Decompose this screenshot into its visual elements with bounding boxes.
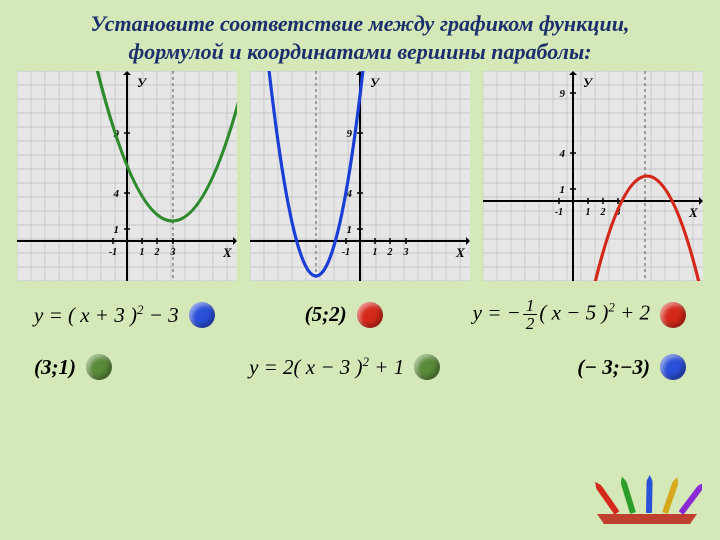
chart-1: ХУ941-1123: [17, 71, 237, 281]
svg-text:3: 3: [169, 247, 175, 258]
svg-text:1: 1: [586, 207, 591, 218]
svg-text:1: 1: [560, 184, 566, 196]
charts-row: ХУ941-1123 ХУ941-1123 ХУ941-1123: [0, 71, 720, 281]
formula-expression: y = 2( x − 3 )2 + 1: [249, 354, 404, 380]
formula-expression: y = ( x + 3 )2 − 3: [34, 302, 179, 328]
svg-text:Х: Х: [222, 245, 232, 260]
formula-item: y = 2( x − 3 )2 + 1: [249, 354, 440, 380]
svg-text:1: 1: [346, 224, 352, 236]
svg-text:-1: -1: [555, 207, 563, 218]
svg-text:2: 2: [386, 247, 392, 258]
formula-item: y = ( x + 3 )2 − 3: [34, 302, 215, 328]
svg-text:У: У: [370, 75, 381, 90]
svg-text:1: 1: [372, 247, 377, 258]
title-line-2: формулой и координатами вершины параболы…: [20, 38, 700, 66]
formula-item: (3;1): [34, 354, 112, 380]
crayons-svg: [592, 469, 702, 529]
chart-3: ХУ941-1123: [483, 71, 703, 281]
formula-expression: (− 3;−3): [577, 355, 650, 380]
formula-row-2: (3;1) y = 2( x − 3 )2 + 1 (− 3;−3): [20, 354, 700, 380]
match-dot-blue[interactable]: [660, 354, 686, 380]
svg-text:2: 2: [600, 207, 606, 218]
match-dot-green[interactable]: [414, 354, 440, 380]
formula-item: (− 3;−3): [577, 354, 686, 380]
svg-text:9: 9: [346, 128, 352, 140]
chart-2: ХУ941-1123: [250, 71, 470, 281]
svg-text:Х: Х: [688, 205, 698, 220]
title-line-1: Установите соответствие между графиком ф…: [20, 10, 700, 38]
svg-text:-1: -1: [108, 247, 116, 258]
match-dot-blue[interactable]: [189, 302, 215, 328]
crayons-decoration: [592, 469, 702, 534]
formula-row-1: y = ( x + 3 )2 − 3 (5;2) y = −12( x − 5 )2…: [20, 297, 700, 332]
svg-text:-1: -1: [342, 247, 350, 258]
match-dot-red[interactable]: [660, 302, 686, 328]
svg-text:4: 4: [112, 188, 119, 200]
formula-expression: y = −12( x − 5 )2 + 2: [473, 297, 650, 332]
svg-text:У: У: [583, 75, 594, 90]
svg-text:1: 1: [139, 247, 144, 258]
chart-3-svg: ХУ941-1123: [483, 71, 703, 281]
svg-text:Х: Х: [455, 245, 465, 260]
formula-item: y = −12( x − 5 )2 + 2: [473, 297, 686, 332]
formulas-area: y = ( x + 3 )2 − 3 (5;2) y = −12( x − 5 )2…: [0, 281, 720, 380]
svg-text:3: 3: [402, 247, 408, 258]
page-title: Установите соответствие между графиком ф…: [0, 0, 720, 71]
formula-expression: (5;2): [305, 302, 347, 327]
chart-2-svg: ХУ941-1123: [250, 71, 470, 281]
formula-expression: (3;1): [34, 355, 76, 380]
match-dot-red[interactable]: [357, 302, 383, 328]
chart-1-svg: ХУ941-1123: [17, 71, 237, 281]
formula-item: (5;2): [305, 302, 383, 328]
match-dot-green[interactable]: [86, 354, 112, 380]
svg-text:У: У: [137, 75, 148, 90]
svg-text:9: 9: [560, 88, 566, 100]
svg-text:2: 2: [153, 247, 159, 258]
svg-text:4: 4: [559, 148, 566, 160]
svg-text:1: 1: [113, 224, 119, 236]
